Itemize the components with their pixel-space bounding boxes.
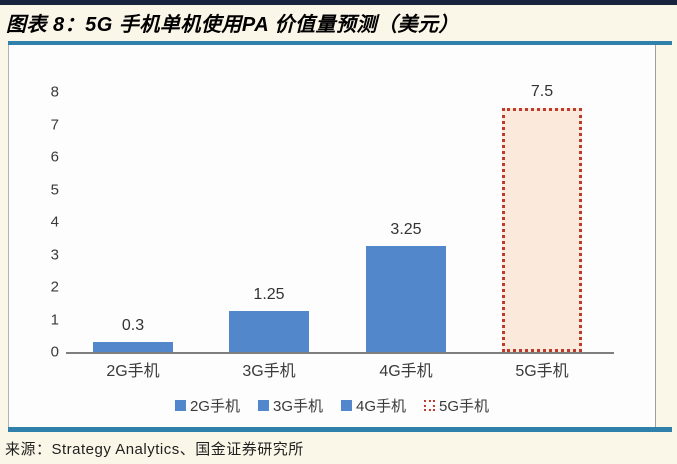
bar-value-label: 3.25: [390, 221, 422, 239]
bar-value-label: 0.3: [121, 317, 145, 335]
legend-item: 3G手机: [257, 395, 323, 416]
x-category-label: 4G手机: [379, 363, 433, 380]
bar: [93, 342, 173, 352]
legend-item-label: 3G手机: [272, 398, 323, 415]
x-category-label: 3G手机: [242, 363, 296, 380]
bar: [229, 311, 309, 352]
plot-area: 0 1 2 3 4 5 6 7 8 0.3 2G手机 1.25 3G手机 3.25 4G手机 7.5 5G手机 2…: [8, 45, 656, 427]
y-tick-label: 0: [50, 343, 59, 361]
y-tick-label: 6: [50, 148, 59, 166]
bar-value-label: 1.25: [253, 286, 285, 304]
y-tick-label: 3: [50, 246, 59, 263]
x-category-label: 5G手机: [515, 363, 569, 380]
legend-item: 5G手机: [424, 395, 489, 416]
forecast-bar: [502, 108, 582, 352]
legend-item-label: 5G手机: [439, 398, 490, 415]
legend-item: 2G手机: [174, 395, 240, 416]
x-category-label: 2G手机: [106, 363, 160, 380]
bar: [366, 246, 446, 352]
y-tick-label: 5: [50, 181, 59, 198]
y-tick-label: 2: [50, 278, 59, 296]
chart-frame-bottom-rule: [8, 427, 672, 432]
legend-swatch-dotted-icon: [424, 400, 436, 411]
chart-frame-top-rule: [8, 41, 672, 45]
legend-swatch-icon: [341, 400, 352, 411]
legend-swatch-icon: [174, 400, 186, 411]
legend-item-label: 2G手机: [189, 398, 240, 415]
legend: 2G手机 3G手机 4G手机 5G手机: [174, 395, 489, 416]
legend-item: 4G手机: [341, 395, 406, 416]
y-tick-label: 1: [50, 311, 59, 328]
page-title: 图表 8：5G 手机单机使用PA 价值量预测（美元）: [6, 14, 460, 36]
legend-item-label: 4G手机: [356, 398, 407, 415]
x-axis-line: [66, 352, 614, 354]
y-tick-label: 4: [50, 213, 59, 231]
y-tick-label: 8: [50, 83, 59, 101]
legend-swatch-icon: [257, 400, 269, 411]
top-rule: [0, 0, 677, 5]
bar-value-label: 7.5: [530, 83, 554, 101]
source-note: 来源：Strategy Analytics、国金证券研究所: [5, 441, 304, 458]
y-tick-label: 7: [50, 116, 59, 133]
